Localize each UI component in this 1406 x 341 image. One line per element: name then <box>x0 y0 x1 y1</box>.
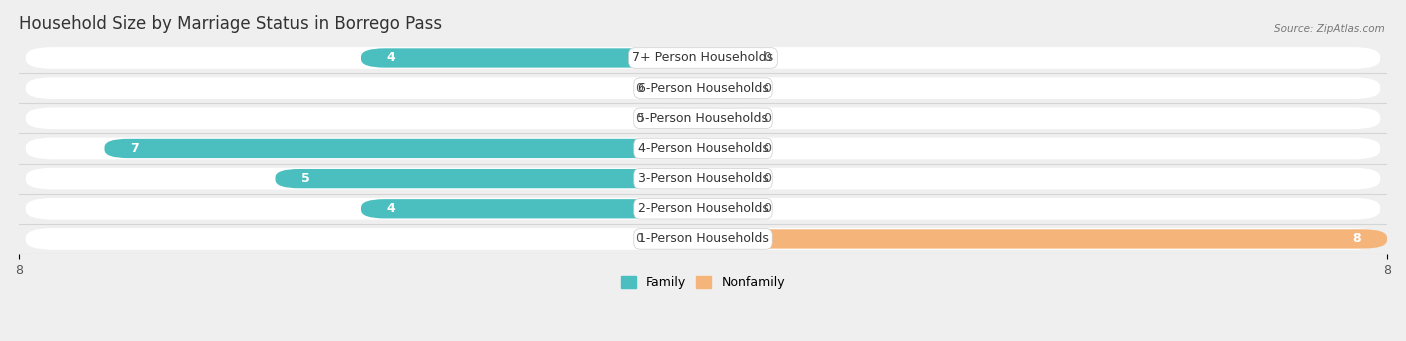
FancyBboxPatch shape <box>25 77 1381 99</box>
Text: 5-Person Households: 5-Person Households <box>637 112 769 125</box>
Text: 4-Person Households: 4-Person Households <box>637 142 769 155</box>
Text: 0: 0 <box>763 202 770 215</box>
FancyBboxPatch shape <box>703 169 754 188</box>
Text: 5: 5 <box>301 172 309 185</box>
FancyBboxPatch shape <box>361 48 703 68</box>
FancyBboxPatch shape <box>652 78 703 98</box>
Text: 7+ Person Households: 7+ Person Households <box>633 51 773 64</box>
Text: 4: 4 <box>387 51 395 64</box>
FancyBboxPatch shape <box>25 198 1381 220</box>
FancyBboxPatch shape <box>104 139 703 158</box>
Text: 7: 7 <box>131 142 139 155</box>
FancyBboxPatch shape <box>25 228 1381 250</box>
Text: 8: 8 <box>1353 233 1361 246</box>
FancyBboxPatch shape <box>703 48 754 68</box>
FancyBboxPatch shape <box>703 109 754 128</box>
Text: 0: 0 <box>636 112 643 125</box>
FancyBboxPatch shape <box>361 199 703 219</box>
FancyBboxPatch shape <box>703 78 754 98</box>
Text: 0: 0 <box>763 81 770 95</box>
Text: 0: 0 <box>763 51 770 64</box>
FancyBboxPatch shape <box>276 169 703 188</box>
FancyBboxPatch shape <box>703 229 1386 249</box>
FancyBboxPatch shape <box>25 168 1381 190</box>
FancyBboxPatch shape <box>652 109 703 128</box>
Text: 0: 0 <box>636 233 643 246</box>
Text: 0: 0 <box>763 172 770 185</box>
Text: 0: 0 <box>763 112 770 125</box>
Text: Household Size by Marriage Status in Borrego Pass: Household Size by Marriage Status in Bor… <box>20 15 441 33</box>
Text: Source: ZipAtlas.com: Source: ZipAtlas.com <box>1274 24 1385 34</box>
FancyBboxPatch shape <box>25 107 1381 129</box>
Text: 2-Person Households: 2-Person Households <box>637 202 769 215</box>
FancyBboxPatch shape <box>25 138 1381 159</box>
Legend: Family, Nonfamily: Family, Nonfamily <box>616 271 790 294</box>
Text: 4: 4 <box>387 202 395 215</box>
FancyBboxPatch shape <box>25 47 1381 69</box>
FancyBboxPatch shape <box>703 139 754 158</box>
Text: 6-Person Households: 6-Person Households <box>637 81 769 95</box>
FancyBboxPatch shape <box>652 229 703 249</box>
Text: 0: 0 <box>763 142 770 155</box>
FancyBboxPatch shape <box>703 199 754 219</box>
Text: 1-Person Households: 1-Person Households <box>637 233 769 246</box>
Text: 3-Person Households: 3-Person Households <box>637 172 769 185</box>
Text: 0: 0 <box>636 81 643 95</box>
